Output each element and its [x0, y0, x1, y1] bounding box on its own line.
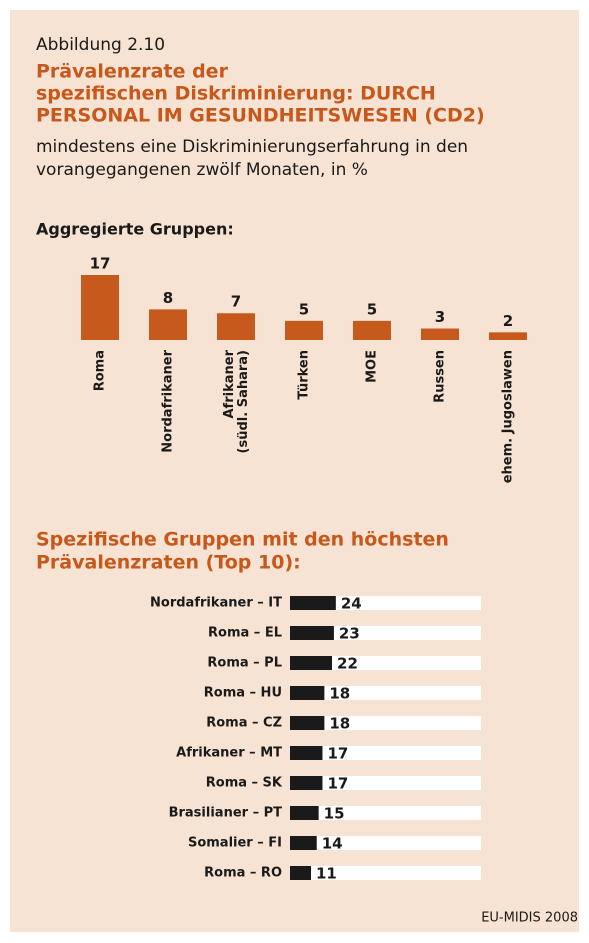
- y-tick-label: Nordafrikaner – IT: [150, 596, 282, 611]
- value-label: 17: [327, 775, 348, 793]
- bar-track: [290, 806, 481, 820]
- bar: [290, 686, 325, 700]
- y-tick-label: Afrikaner – MT: [176, 746, 282, 761]
- chart-title: Prävalenzraten (Top 10):: [36, 552, 301, 574]
- title-line: Prävalenzrate der: [36, 61, 229, 83]
- y-tick-label: Somalier – FI: [188, 836, 282, 851]
- bar-track: [290, 776, 481, 790]
- value-label: 17: [90, 255, 111, 273]
- value-label: 5: [299, 300, 309, 318]
- bar: [285, 320, 323, 340]
- subtitle-line: vorangegangenen zwölf Monaten, in %: [36, 160, 368, 180]
- bar: [81, 275, 119, 340]
- y-tick-label: Roma – PL: [207, 656, 282, 671]
- chart-title: Aggregierte Gruppen:: [36, 220, 234, 239]
- x-tick-label: Nordafrikaner: [161, 349, 176, 452]
- y-tick-label: Roma – EL: [208, 626, 282, 641]
- bar: [290, 806, 319, 820]
- y-tick-label: Brasilianer – PT: [169, 806, 283, 821]
- bar: [290, 656, 333, 670]
- bar-track: [290, 746, 481, 760]
- bar: [489, 332, 527, 340]
- bar: [149, 309, 187, 340]
- bar: [290, 836, 317, 850]
- bar-track: [290, 836, 481, 850]
- y-tick-label: Roma – HU: [204, 686, 282, 701]
- value-label: 15: [324, 805, 345, 823]
- source: EU-MIDIS 2008: [481, 911, 578, 926]
- bar: [290, 626, 334, 640]
- value-label: 24: [341, 595, 362, 613]
- value-label: 3: [435, 308, 445, 326]
- value-label: 17: [327, 745, 348, 763]
- value-label: 7: [231, 293, 241, 311]
- bar: [290, 746, 323, 760]
- bar-track: [290, 626, 481, 640]
- subtitle-line: mindestens eine Diskriminierungserfahrun…: [36, 137, 468, 157]
- bar-track: [290, 716, 481, 730]
- x-tick-label: Roma: [93, 350, 108, 391]
- value-label: 22: [337, 655, 358, 673]
- x-tick-label: ehem. Jugoslawen: [501, 350, 516, 483]
- y-tick-label: Roma – RO: [204, 866, 282, 881]
- bar: [290, 716, 325, 730]
- value-label: 18: [329, 685, 350, 703]
- chart-title: Spezifische Gruppen mit den höchsten: [36, 529, 449, 551]
- x-tick-label: Russen: [433, 350, 448, 403]
- value-label: 23: [339, 625, 360, 643]
- bar-track: [290, 656, 481, 670]
- bar: [217, 313, 255, 340]
- figure-label: Abbildung 2.10: [36, 35, 165, 55]
- y-tick-label: Roma – CZ: [206, 716, 282, 731]
- bar: [353, 320, 391, 340]
- value-label: 5: [367, 300, 377, 318]
- bar: [290, 596, 336, 610]
- value-label: 2: [503, 312, 513, 330]
- value-label: 11: [316, 865, 337, 883]
- x-tick-label: Afrikaner(südl. Sahara): [221, 349, 250, 453]
- bar-track: [290, 866, 481, 880]
- bar-track: [290, 686, 481, 700]
- value-label: 14: [322, 835, 343, 853]
- bar: [290, 866, 312, 880]
- bar: [290, 776, 323, 790]
- title-line: spezifischen Diskriminierung: DURCH: [36, 83, 436, 105]
- value-label: 8: [163, 289, 173, 307]
- title-line: PERSONAL IM GESUNDHEITSWESEN (CD2): [36, 105, 485, 127]
- bar: [421, 328, 459, 340]
- x-tick-label: MOE: [365, 350, 380, 383]
- y-tick-label: Roma – SK: [206, 776, 283, 791]
- value-label: 18: [329, 715, 350, 733]
- x-tick-label: Türken: [297, 350, 312, 400]
- bar-track: [290, 596, 481, 610]
